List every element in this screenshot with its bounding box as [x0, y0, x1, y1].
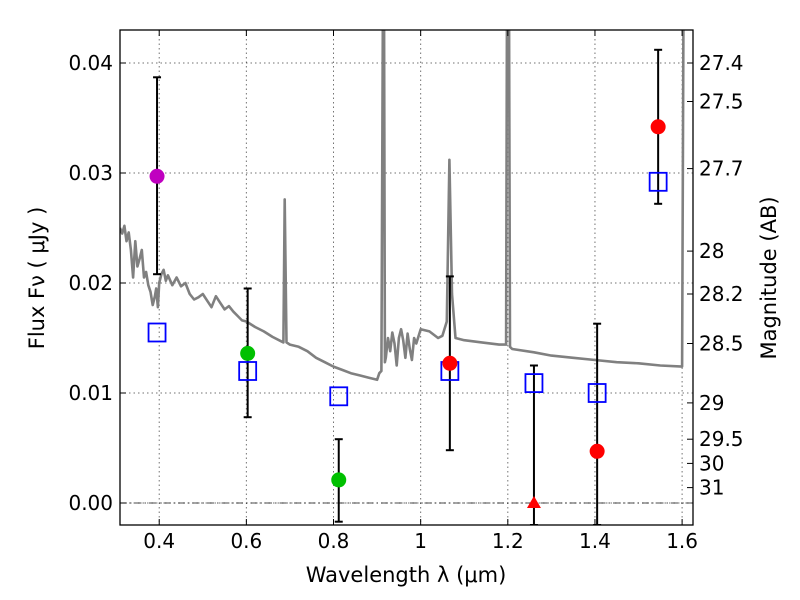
magnitude-tick-label: 28.2 [699, 282, 744, 306]
model-photometry-square [238, 361, 258, 381]
markers [147, 119, 668, 508]
magnitude-tick-label: 29 [699, 391, 724, 415]
y-tick-label: 0.01 [68, 381, 113, 405]
magnitude-tick-label: 30 [699, 451, 724, 475]
magnitude-tick-label: 27.5 [699, 90, 744, 114]
model-photometry-square [147, 322, 167, 343]
spectrum-line [120, 30, 685, 382]
ticks [120, 30, 693, 525]
model-spectrum [120, 30, 685, 382]
photometry-point [240, 345, 256, 361]
y-axis-label: Flux Fν ( μJy ) [25, 207, 49, 350]
x-tick-label: 1.2 [492, 529, 524, 553]
magnitude-tick-label: 28 [699, 239, 724, 263]
upper-limit-triangle [526, 496, 541, 508]
magnitude-tick-label: 27.4 [699, 51, 744, 75]
magnitude-tick-label: 31 [699, 476, 724, 500]
magnitude-tick-label: 28.5 [699, 332, 744, 356]
y-tick-label: 0.02 [68, 271, 113, 295]
model-photometry-square [329, 386, 349, 407]
y2-axis-label: Magnitude (AB) [757, 196, 781, 359]
model-photometry-square [587, 383, 607, 403]
plot-background [120, 30, 693, 525]
x-tick-label: 1 [414, 529, 427, 553]
photometry-point [331, 472, 347, 488]
y-tick-label: 0.00 [68, 491, 113, 515]
y-tick-label: 0.03 [68, 161, 113, 185]
magnitude-tick-label: 29.5 [699, 427, 744, 451]
photometry-point [589, 443, 605, 459]
magnitude-tick-label: 27.7 [699, 157, 744, 181]
x-axis-label: Wavelength λ (μm) [306, 563, 507, 587]
plot-frame [119, 29, 694, 526]
x-tick-label: 0.4 [143, 529, 175, 553]
x-tick-label: 0.6 [230, 529, 262, 553]
model-photometry-square [524, 373, 544, 394]
x-tick-label: 0.8 [318, 529, 350, 553]
photometry-point [650, 119, 666, 135]
model-photometry-square [648, 171, 668, 192]
x-tick-label: 1.4 [579, 529, 611, 553]
x-tick-label: 1.6 [666, 529, 698, 553]
photometry-point [149, 168, 165, 184]
photometry-point [442, 355, 458, 371]
y-tick-label: 0.04 [68, 51, 113, 75]
tick-labels: 0.4 0.6 0.8 1 1.2 1.4 1.6 0.00 0.01 0.02 0.03 0.04 2… [68, 51, 743, 553]
